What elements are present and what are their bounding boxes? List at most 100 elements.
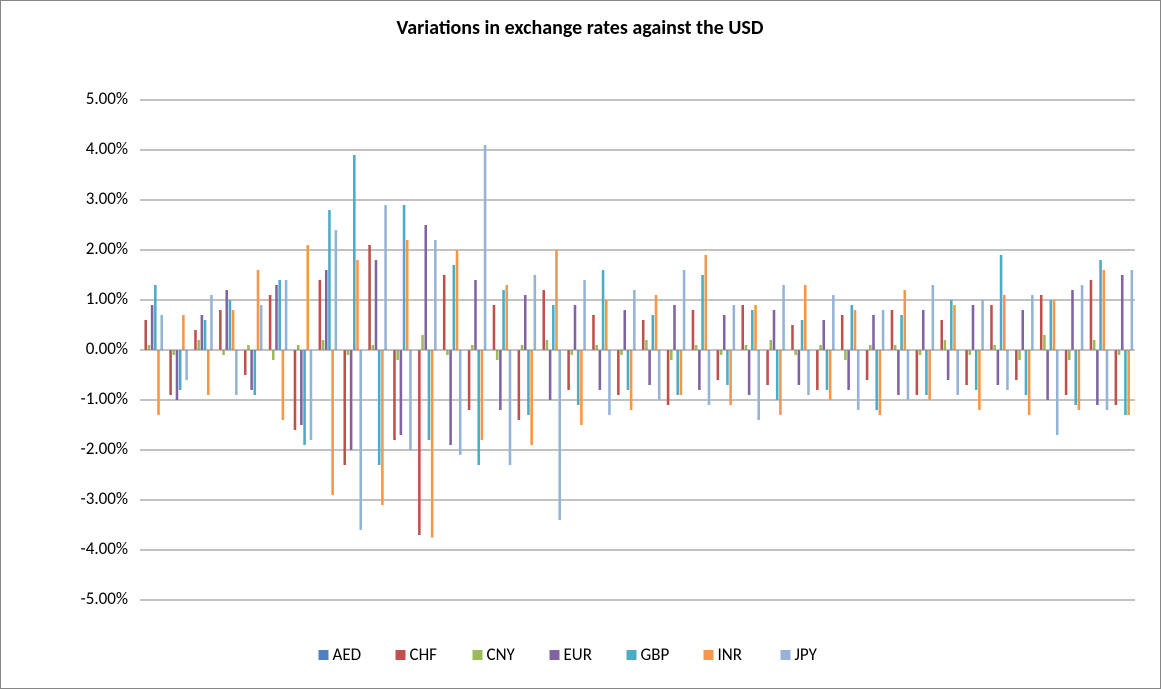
bar [779,350,782,415]
bar [243,350,247,375]
bar [583,280,586,350]
bar [996,350,1000,385]
bar [144,320,148,350]
bar [182,315,185,350]
bar [185,350,188,380]
bar [483,145,487,350]
bar [794,350,797,355]
bar [953,305,956,350]
bar [918,350,922,355]
bar [816,350,819,390]
bar [210,295,213,350]
bar [1071,290,1074,350]
bar [172,350,176,355]
bar [757,350,760,420]
bar [856,350,860,410]
bar [990,305,993,350]
bar [154,285,157,350]
bar [356,260,359,350]
bar [558,350,561,520]
bar [673,305,676,350]
bar [530,350,533,445]
bar [197,340,200,350]
legend-swatch [626,650,637,660]
bar [893,345,897,350]
bar [381,350,384,505]
bar [850,305,854,350]
bar [840,315,844,350]
bar [648,350,651,385]
bar [797,350,801,385]
bar [160,315,163,350]
bar [231,310,235,350]
bar [971,305,975,350]
bar [1055,350,1059,435]
y-tick-label: 5.00% [86,88,128,109]
bar [334,230,338,350]
bar [940,320,944,350]
bar [881,310,885,350]
bar [732,305,736,350]
bar [1074,350,1077,405]
bar [726,350,729,385]
y-tick-label: 2.00% [86,238,128,259]
bar [225,290,229,350]
bar [1089,280,1093,350]
bar [222,350,225,355]
bar [434,240,437,350]
bar [744,345,748,350]
bar [617,350,620,395]
bar [527,350,530,415]
bar [377,350,381,465]
bar [981,300,984,350]
bar [722,315,726,350]
bar [1031,295,1034,350]
legend-label: CHF [410,644,438,665]
bar [682,270,686,350]
bar [147,345,151,350]
bar [228,300,232,350]
bar [946,350,950,380]
bar [446,350,449,355]
bar [921,310,925,350]
bar [169,350,172,395]
bar [309,350,313,440]
bar [545,340,549,350]
bar [993,345,996,350]
bar [331,350,334,495]
bar [1039,295,1043,350]
bar [803,285,807,350]
bar [943,340,947,350]
bar [442,275,446,350]
bar [978,350,981,410]
bar [523,295,527,350]
bar [847,350,850,390]
bar [1006,350,1009,390]
bar [626,350,630,390]
bar [150,305,154,350]
y-tick-label: 0.00% [86,338,128,359]
bar [505,285,509,350]
bar [925,350,928,395]
bar [875,350,878,410]
bar [604,300,608,350]
bar [968,350,972,355]
bar [206,350,210,395]
legend-label: INR [718,644,743,665]
bar [1102,270,1106,350]
bar [832,295,835,350]
bar [235,350,238,395]
y-tick-label: 3.00% [86,188,128,209]
bar [424,225,428,350]
bar [1114,350,1118,405]
chart-title: Variations in exchange rates against the… [397,16,764,40]
legend-label: JPY [795,644,818,665]
bar [633,290,636,350]
bar [353,155,356,350]
bar [906,350,910,400]
y-tick-label: -4.00% [81,538,129,559]
bar [328,210,331,350]
bar [928,350,931,400]
bar [449,350,452,445]
